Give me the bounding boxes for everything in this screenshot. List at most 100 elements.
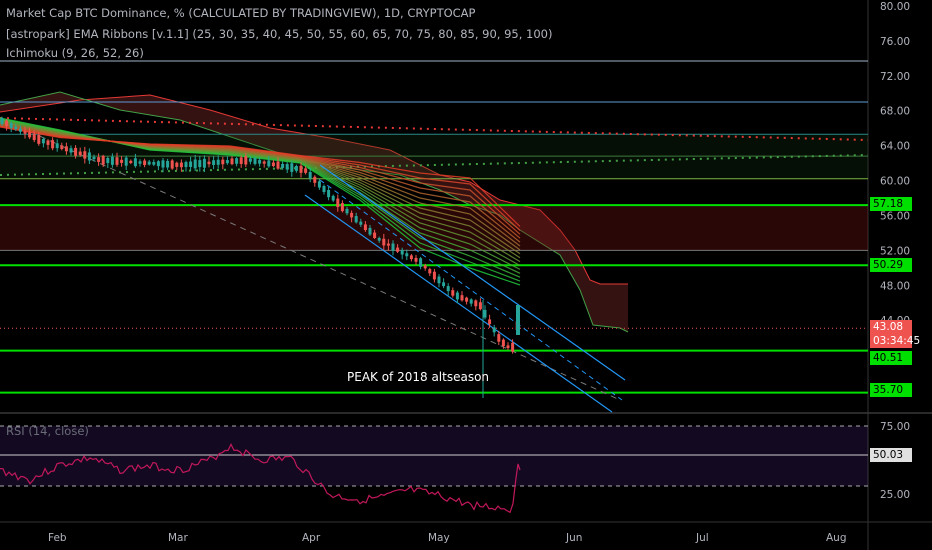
price-axis-label: 64.00 — [880, 141, 910, 153]
candle-body — [97, 157, 101, 162]
candle-body — [115, 157, 119, 165]
candle-body — [423, 265, 427, 269]
candle-body — [299, 165, 303, 173]
candle-body — [161, 160, 165, 168]
candle-body — [5, 120, 9, 127]
candle-body — [166, 160, 170, 168]
candle-body — [193, 159, 197, 169]
candle-body — [69, 148, 73, 153]
time-axis-label: May — [428, 532, 450, 544]
candle-body — [262, 161, 266, 164]
rsi-line — [0, 443, 521, 514]
symbol-legend[interactable]: Market Cap BTC Dominance, % (CALCULATED … — [6, 6, 476, 20]
ema-ribbons-legend[interactable]: [astropark] EMA Ribbons [v.1.1] (25, 30,… — [6, 27, 553, 41]
candle-body — [276, 161, 280, 169]
channel-upper — [319, 164, 626, 381]
candle-body — [110, 156, 114, 165]
price-axis-label: 80.00 — [880, 1, 910, 13]
candle-body — [465, 297, 469, 302]
horizontal-levels — [0, 60, 869, 401]
candle-body — [267, 160, 271, 167]
channel-lower — [304, 194, 613, 413]
candle-body — [419, 258, 423, 267]
candle-body — [46, 140, 50, 145]
rsi-value-tag: 50.03 — [870, 448, 912, 462]
candle-body — [198, 160, 202, 168]
candle-body — [271, 162, 275, 167]
candle-body — [120, 159, 124, 163]
candle-body — [437, 276, 441, 284]
candle-body — [396, 247, 400, 252]
price-axis-label: 60.00 — [880, 176, 910, 188]
candle-body — [18, 128, 22, 132]
candle-body — [9, 123, 13, 129]
candle-body — [478, 302, 482, 310]
candle-body — [78, 151, 82, 156]
candle-body — [156, 161, 160, 167]
candle-body — [147, 161, 151, 165]
time-axis-label: Aug — [826, 532, 847, 544]
candle-body — [202, 158, 206, 168]
candle-body — [87, 152, 91, 161]
candle-body — [516, 305, 520, 335]
candle-body — [152, 162, 156, 165]
rsi-band — [0, 426, 868, 486]
price-axis-label: 56.00 — [880, 210, 910, 222]
candle-body — [133, 158, 137, 167]
candle-body — [14, 126, 18, 130]
countdown-tag: 03:34:45 — [870, 334, 920, 348]
rsi-axis-label: 25.00 — [880, 489, 910, 501]
candle-body — [409, 255, 413, 260]
candle-body — [124, 157, 128, 166]
candle-body — [225, 160, 229, 164]
candle-body — [442, 282, 446, 287]
candle-body — [143, 160, 147, 166]
price-axis-label: 76.00 — [880, 36, 910, 48]
candle-body — [386, 243, 390, 246]
candle-body — [331, 195, 335, 201]
price-axis-label: 72.00 — [880, 71, 910, 83]
price-axis-label: 48.00 — [880, 280, 910, 292]
candle-body — [60, 145, 64, 150]
rsi-legend[interactable]: RSI (14, close) — [6, 424, 89, 438]
candle-body — [129, 160, 133, 164]
candle-body — [221, 159, 225, 165]
candle-body — [506, 345, 510, 348]
candle-body — [446, 286, 450, 292]
candle-body — [28, 132, 32, 138]
candle-body — [138, 161, 142, 164]
candle-body — [207, 161, 211, 165]
candle-body — [294, 165, 298, 171]
candle-body — [230, 158, 234, 165]
candle-body — [83, 151, 87, 159]
candle-body — [428, 269, 432, 274]
candle-body — [350, 212, 354, 218]
candle-body — [359, 221, 363, 225]
candle-body — [455, 292, 459, 300]
rsi-axis-label: 75.00 — [880, 421, 910, 433]
candle-body — [253, 157, 257, 164]
candle-body — [74, 147, 78, 156]
chart-annotation: PEAK of 2018 altseason — [347, 370, 490, 384]
candle-body — [290, 163, 294, 172]
candle-body — [248, 158, 252, 162]
candle-body — [405, 253, 409, 257]
candle-body — [451, 290, 455, 296]
time-axis-label: Jul — [695, 532, 709, 544]
price-axis-label: 52.00 — [880, 245, 910, 257]
candle-body — [363, 224, 367, 231]
candle-body — [212, 160, 216, 165]
candle-body — [377, 237, 381, 241]
candle-body — [354, 216, 358, 223]
candle-body — [336, 198, 340, 208]
candle-body — [55, 143, 59, 149]
candle-body — [313, 176, 317, 183]
candle-body — [285, 164, 289, 170]
ichimoku-legend[interactable]: Ichimoku (9, 26, 52, 26) — [6, 46, 144, 60]
candle-body — [0, 118, 4, 124]
candle-body — [391, 243, 395, 251]
candle-body — [488, 319, 492, 325]
candle-body — [184, 162, 188, 168]
time-axis-label: Mar — [168, 532, 188, 544]
